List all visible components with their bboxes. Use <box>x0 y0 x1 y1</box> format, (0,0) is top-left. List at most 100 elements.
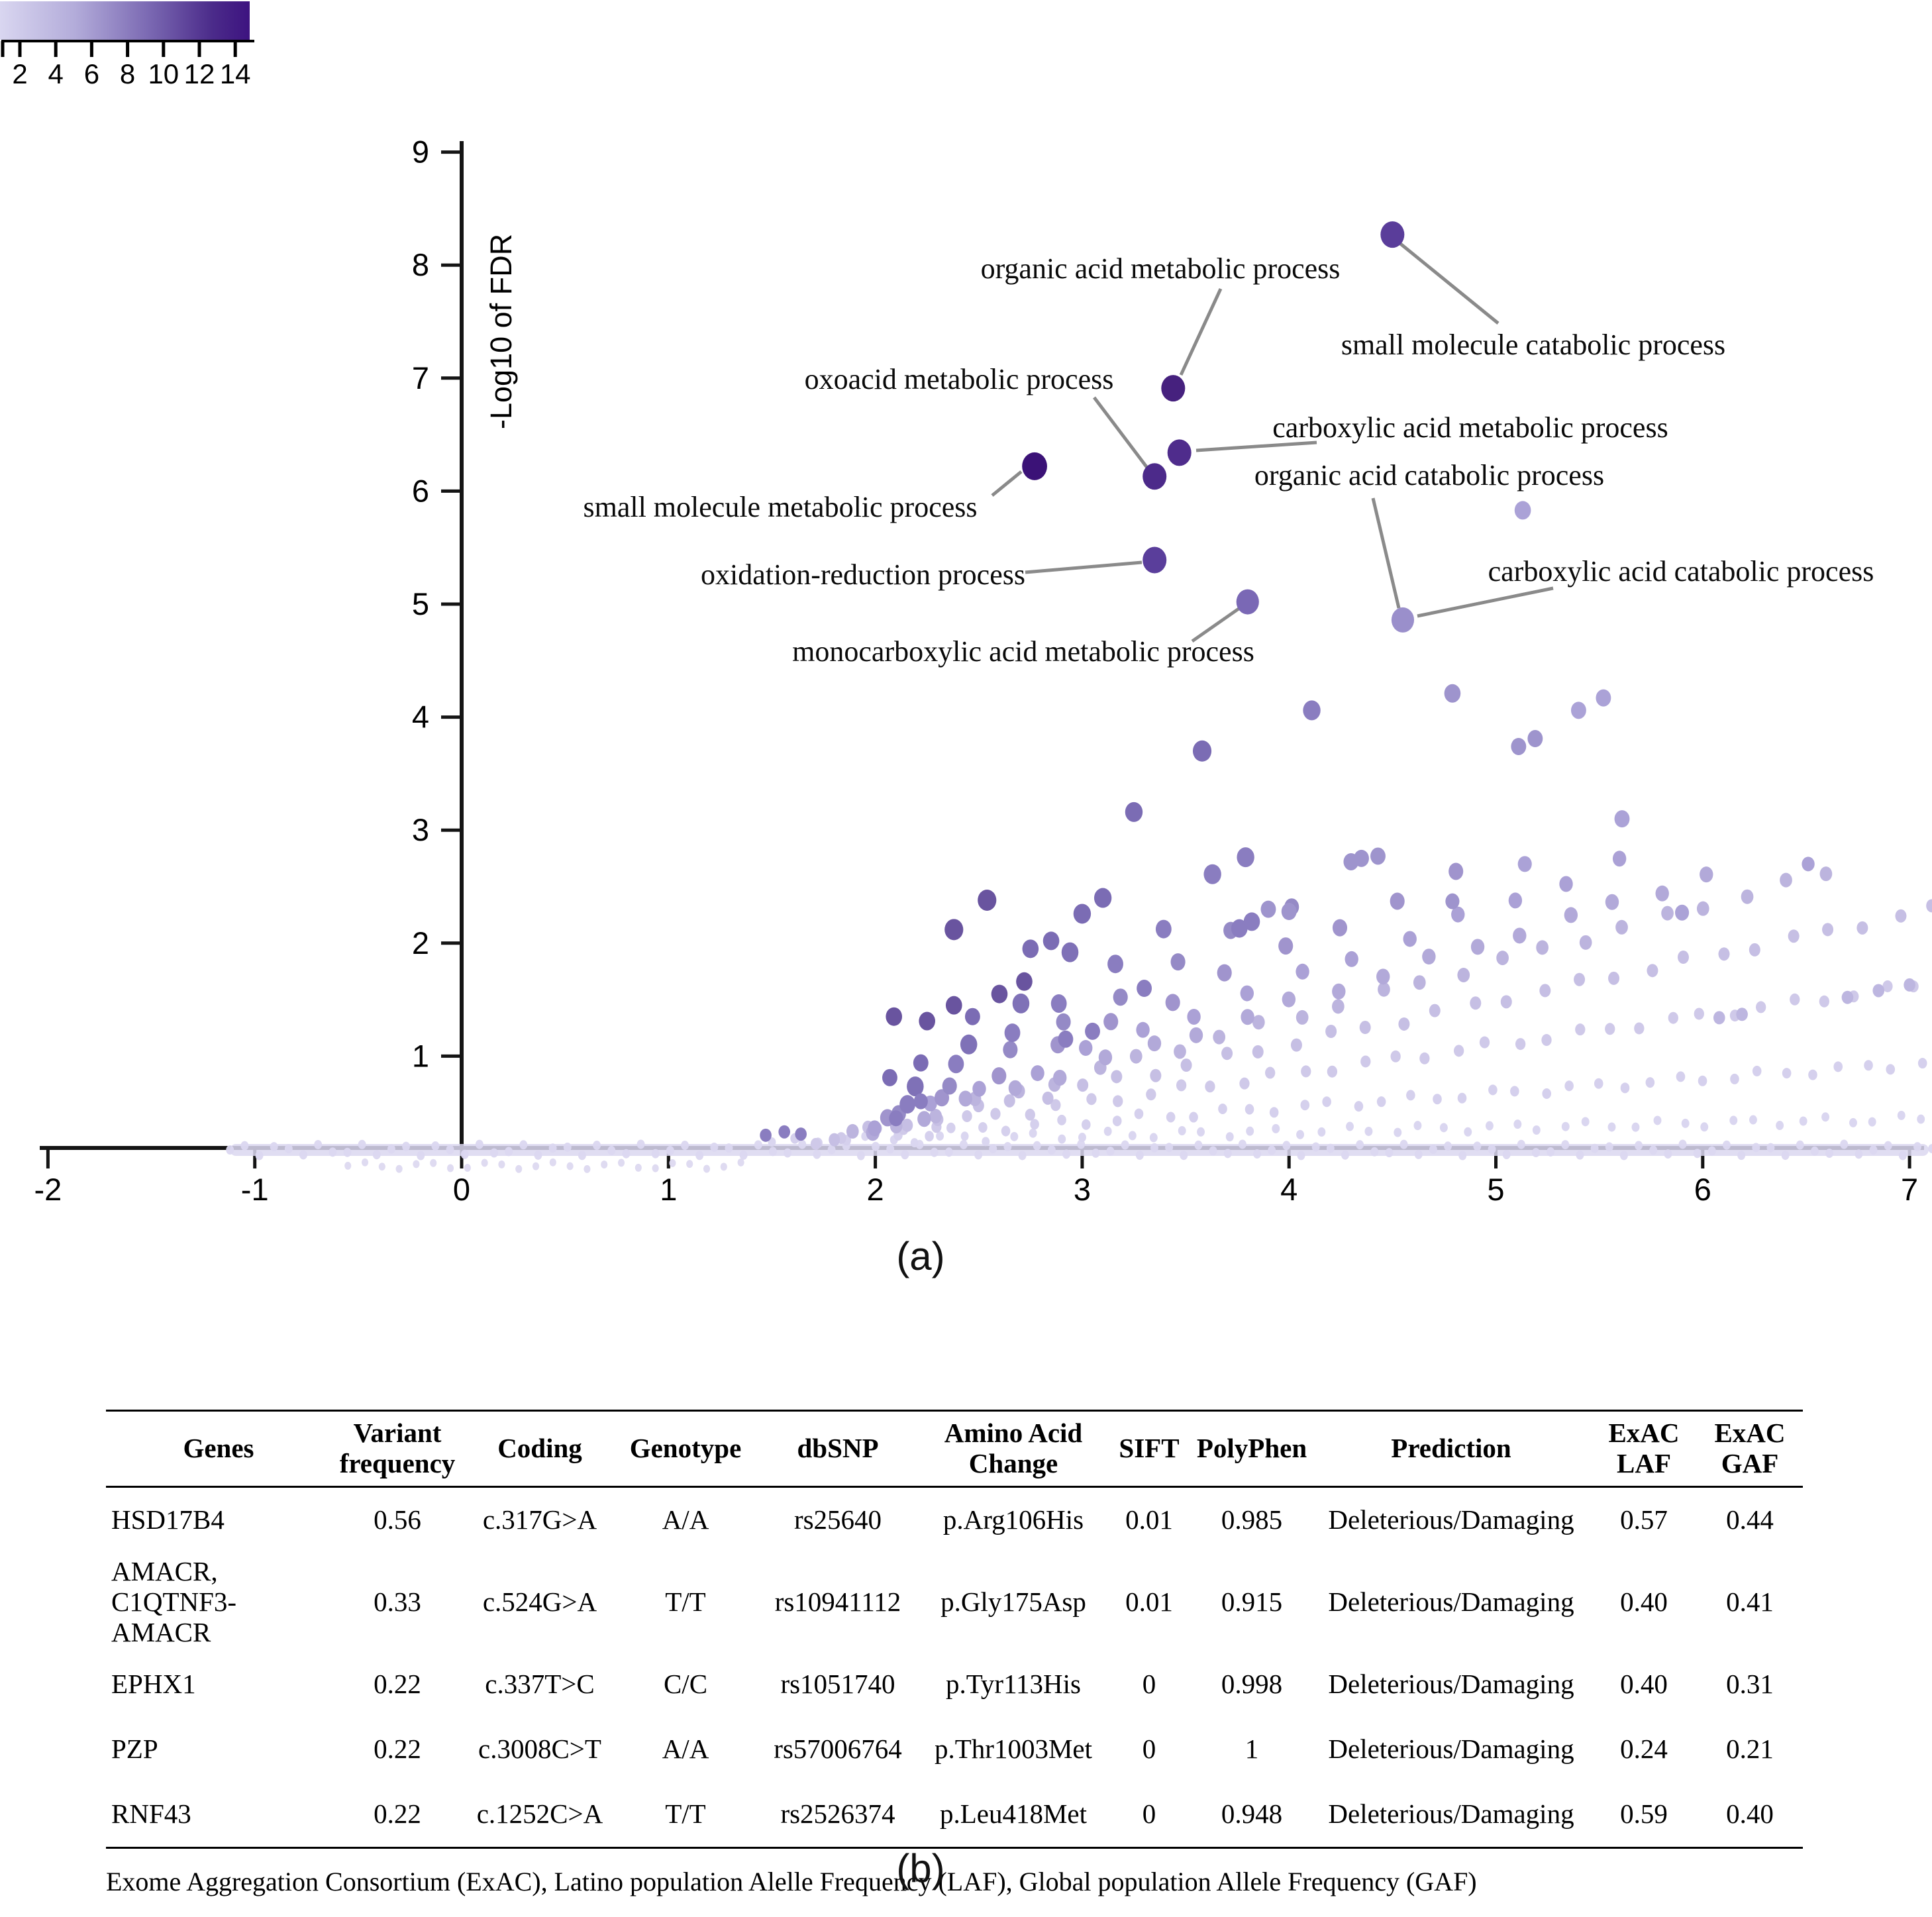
leader-line <box>1191 605 1242 643</box>
value-cell: 0 <box>1106 1781 1192 1849</box>
x-tick-label: 6 <box>1694 1172 1711 1207</box>
y-tick-label: 3 <box>412 812 429 847</box>
scatter-point <box>991 984 1008 1004</box>
scatter-point <box>1231 919 1248 938</box>
value-cell: c.524G>A <box>482 1586 597 1617</box>
y-tick-label: 8 <box>412 247 429 282</box>
leader-line <box>1195 440 1317 452</box>
column-header: Coding <box>464 1410 616 1488</box>
value-cell: 0.01 <box>1125 1504 1173 1535</box>
table-body: HSD17B4 0.56 c.317G>A A/A rs25640 p.Arg106His… <box>106 1486 1803 1849</box>
value-cell: Deleterious/Damaging <box>1328 1504 1574 1535</box>
value-cell: C/C <box>663 1668 708 1699</box>
scatter-point <box>1517 856 1532 872</box>
gene-cell: HSD17B4 <box>111 1504 225 1535</box>
labeled-point <box>1380 221 1405 248</box>
value-cell: A/A <box>662 1504 709 1535</box>
colorbar-gradient-bar <box>0 1 250 40</box>
labeled-point <box>1161 375 1186 402</box>
leader-line <box>1179 287 1223 376</box>
scatter-point <box>1022 939 1039 958</box>
scatter-point <box>1596 689 1611 707</box>
go-term-label: small molecule metabolic process <box>583 491 977 523</box>
scatter-point <box>944 919 964 941</box>
scatter-points <box>760 501 1915 1142</box>
colorbar-tick-label: 4 <box>48 58 64 89</box>
scatter-point <box>1802 856 1815 872</box>
go-term-label: oxoacid metabolic process <box>805 363 1114 395</box>
variant-table: Genes Variant frequency Coding Genotype dbSN… <box>106 1410 1803 1849</box>
scatter-point <box>1514 501 1531 520</box>
value-cell: 0.40 <box>1620 1586 1668 1617</box>
x-tick-label: 1 <box>660 1172 677 1207</box>
column-header: Variant frequency <box>331 1410 464 1488</box>
labeled-point <box>1143 463 1167 490</box>
table-row: RNF43 0.22 c.1252C>A T/T rs2526374 p.Leu418Me… <box>106 1781 1803 1849</box>
go-term-label: small molecule catabolic process <box>1341 329 1725 361</box>
scatter-point <box>886 1007 903 1026</box>
x-tick-label: 5 <box>1487 1172 1504 1207</box>
value-cell: 0.948 <box>1192 1781 1311 1849</box>
gene-cell: AMACR, C1QTNF3-AMACR <box>111 1555 237 1647</box>
panel-a-caption: (a) <box>896 1234 945 1278</box>
scatter-point <box>1073 904 1092 924</box>
column-header: Amino Acid Change <box>921 1410 1106 1488</box>
value-cell: Deleterious/Damaging <box>1328 1733 1574 1764</box>
y-tick-label: 7 <box>412 360 429 395</box>
scatter-point <box>1058 1030 1074 1048</box>
value-cell: c.1252C>A <box>464 1781 616 1849</box>
gene-cell: EPHX1 <box>111 1668 196 1699</box>
colorbar-tick-label: 12 <box>184 58 215 89</box>
column-header: SIFT <box>1106 1410 1192 1488</box>
scatter-point <box>1841 990 1854 1004</box>
value-cell: 0.41 <box>1726 1586 1774 1617</box>
go-term-label: monocarboxylic acid metabolic process <box>792 635 1254 668</box>
value-cell: p.Leu418Met <box>921 1781 1106 1849</box>
table-row: AMACR, C1QTNF3-AMACR 0.33 c.524G>A T/T rs109… <box>106 1553 1803 1652</box>
table-row: HSD17B4 0.56 c.317G>A A/A rs25640 p.Arg106His… <box>106 1486 1803 1553</box>
value-cell: rs25640 <box>793 1504 882 1535</box>
scatter-point <box>1016 972 1033 991</box>
variant-table-panel: Genes Variant frequency Coding Genotype dbSN… <box>106 1410 1803 1897</box>
colorbar-tick-label: 2 <box>12 58 27 89</box>
y-axis-label: -Log10 of FDR <box>484 234 518 429</box>
labeled-point <box>1143 546 1167 574</box>
labeled-point <box>1236 589 1259 615</box>
scatter-point <box>1527 730 1543 748</box>
gene-cell: RNF43 <box>106 1781 331 1849</box>
scatter-point <box>1093 888 1112 908</box>
scatter-point <box>1713 1011 1725 1025</box>
scatter-point <box>1614 810 1630 828</box>
value-cell: p.Gly175Asp <box>941 1586 1086 1617</box>
colorbar-tick-label: 10 <box>148 58 179 89</box>
value-cell: p.Tyr113His <box>945 1668 1082 1699</box>
table-row: PZP 0.22 c.3008C>T A/A rs57006764 p.Thr1003Me… <box>106 1717 1803 1782</box>
value-cell: rs1051740 <box>780 1668 895 1699</box>
scatter-point <box>1125 802 1143 822</box>
value-cell: 0.985 <box>1221 1504 1283 1535</box>
x-tick-label: 4 <box>1280 1172 1297 1207</box>
scatter-point <box>913 1054 929 1072</box>
labeled-point <box>1391 607 1415 633</box>
value-cell: 0.01 <box>1125 1586 1173 1617</box>
value-cell: 0.22 <box>331 1781 464 1849</box>
scatter-point <box>1736 1008 1748 1021</box>
leader-line <box>1398 241 1500 325</box>
scatter-point <box>1570 701 1586 719</box>
value-cell: 0 <box>1142 1668 1156 1699</box>
value-cell: rs57006764 <box>774 1733 902 1764</box>
scatter-point <box>1085 1022 1100 1040</box>
scatter-point <box>1237 847 1254 868</box>
scatter-point <box>1260 900 1276 918</box>
colorbar-tick-label: 8 <box>120 58 135 89</box>
leader-line <box>1093 396 1148 469</box>
table-row: EPHX1 0.22 c.337T>C C/C rs1051740 p.Tyr113His… <box>106 1652 1803 1717</box>
leader-line <box>1025 560 1143 574</box>
axis-band-points <box>226 1139 1932 1173</box>
scatter-point <box>978 889 997 911</box>
value-cell: 0 <box>1142 1733 1156 1764</box>
value-cell: 0.44 <box>1726 1504 1774 1535</box>
x-tick-label: 2 <box>867 1172 884 1207</box>
column-header: dbSNP <box>755 1410 921 1488</box>
